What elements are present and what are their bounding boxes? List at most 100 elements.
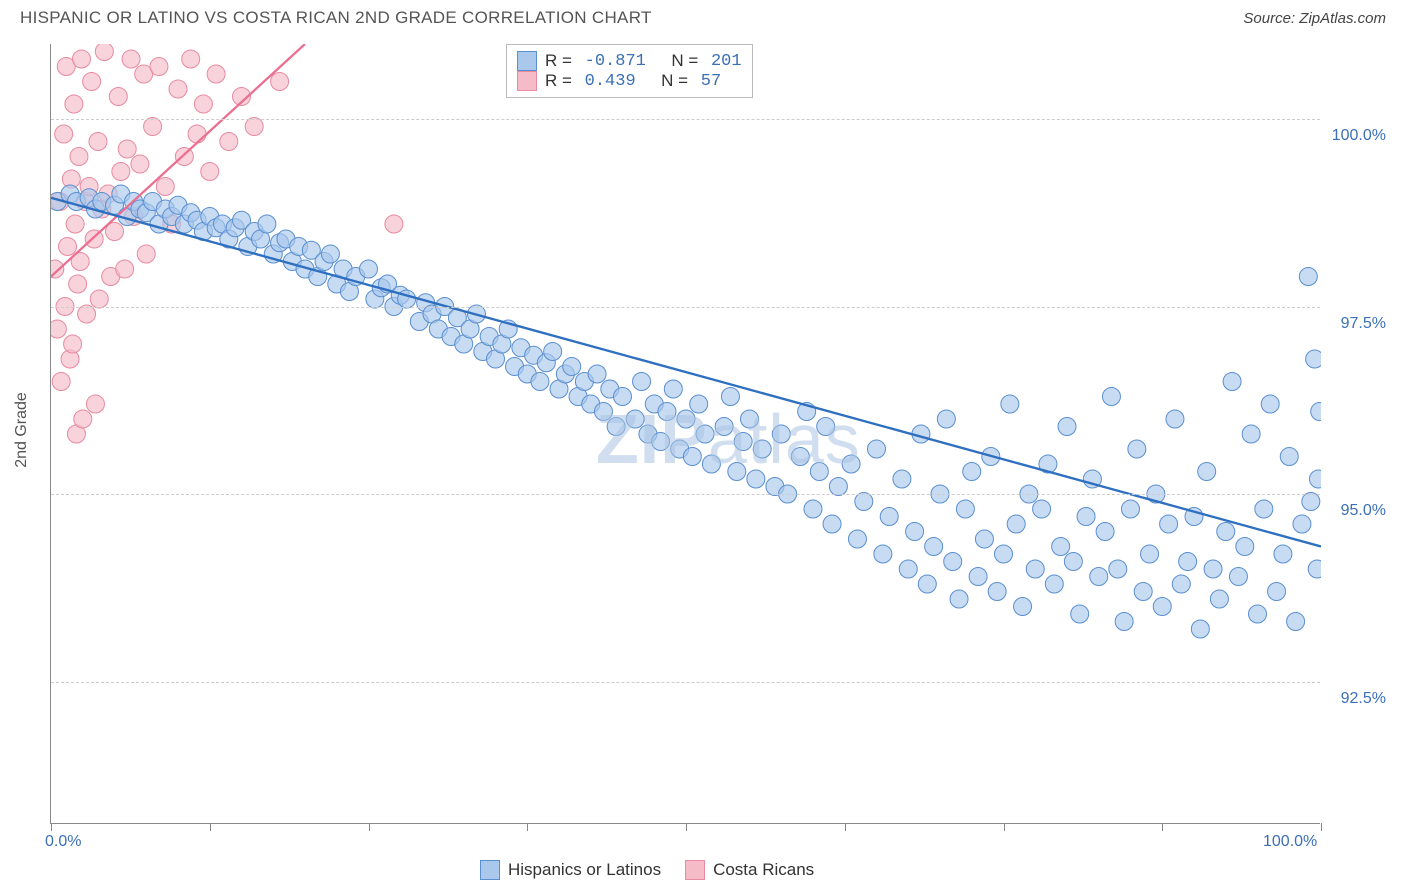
data-point [734, 433, 752, 451]
scatter-svg [51, 44, 1321, 824]
data-point [95, 44, 113, 61]
data-point [1109, 560, 1127, 578]
data-point [1274, 545, 1292, 563]
data-point [956, 500, 974, 518]
data-point [741, 410, 759, 428]
swatch-blue [517, 51, 537, 71]
data-point [1045, 575, 1063, 593]
data-point [1311, 403, 1321, 421]
data-point [131, 155, 149, 173]
gridline-h [51, 682, 1320, 683]
data-point [74, 410, 92, 428]
data-point [1308, 560, 1321, 578]
data-point [677, 410, 695, 428]
data-point [118, 140, 136, 158]
data-point [258, 215, 276, 233]
data-point [89, 133, 107, 151]
r-label-blue: R = [545, 51, 577, 71]
data-point [1255, 500, 1273, 518]
data-point [1210, 590, 1228, 608]
n-value-pink: 57 [701, 72, 721, 91]
legend-row-pink: R = 0.439 N = 57 [517, 71, 742, 91]
data-point [804, 500, 822, 518]
data-point [385, 215, 403, 233]
x-tick [1004, 823, 1005, 831]
data-point [64, 335, 82, 353]
series-name-pink: Costa Ricans [713, 860, 814, 880]
data-point [1198, 463, 1216, 481]
data-point [65, 95, 83, 113]
data-point [1096, 523, 1114, 541]
swatch-pink [517, 71, 537, 91]
data-point [899, 560, 917, 578]
data-point [906, 523, 924, 541]
data-point [1166, 410, 1184, 428]
data-point [1242, 425, 1260, 443]
data-point [1306, 350, 1321, 368]
data-point [614, 388, 632, 406]
data-point [1287, 613, 1305, 631]
y-tick-label: 100.0% [1332, 127, 1386, 145]
y-tick-label: 92.5% [1341, 690, 1386, 708]
data-point [702, 455, 720, 473]
data-point [658, 403, 676, 421]
data-point [925, 538, 943, 556]
data-point [690, 395, 708, 413]
data-point [810, 463, 828, 481]
data-point [72, 50, 90, 68]
data-point [848, 530, 866, 548]
data-point [137, 245, 155, 263]
data-point [1128, 440, 1146, 458]
x-tick [1321, 823, 1322, 831]
data-point [1077, 508, 1095, 526]
y-tick-label: 95.0% [1341, 502, 1386, 520]
x-tick [369, 823, 370, 831]
data-point [842, 455, 860, 473]
data-point [1026, 560, 1044, 578]
x-tick-label: 0.0% [45, 833, 81, 851]
data-point [1058, 418, 1076, 436]
gridline-h [51, 119, 1320, 120]
data-point [201, 163, 219, 181]
data-point [116, 260, 134, 278]
data-point [1191, 620, 1209, 638]
r-value-blue: -0.871 [585, 52, 646, 71]
data-point [1309, 470, 1321, 488]
data-point [1179, 553, 1197, 571]
data-point [607, 418, 625, 436]
gridline-h [51, 307, 1320, 308]
data-point [855, 493, 873, 511]
swatch-pink-bottom [685, 860, 705, 880]
data-point [544, 343, 562, 361]
data-point [55, 125, 73, 143]
data-point [1001, 395, 1019, 413]
x-tick [51, 823, 52, 831]
data-point [633, 373, 651, 391]
data-point [747, 470, 765, 488]
data-point [1064, 553, 1082, 571]
data-point [1172, 575, 1190, 593]
data-point [1134, 583, 1152, 601]
y-tick-label: 97.5% [1341, 315, 1386, 333]
n-label-pink: N = [661, 71, 693, 91]
data-point [1293, 515, 1311, 533]
data-point [950, 590, 968, 608]
data-point [109, 88, 127, 106]
data-point [1052, 538, 1070, 556]
data-point [937, 410, 955, 428]
data-point [360, 260, 378, 278]
x-tick [1162, 823, 1163, 831]
data-point [696, 425, 714, 443]
n-label-blue: N = [671, 51, 703, 71]
data-point [90, 290, 108, 308]
data-point [1268, 583, 1286, 601]
data-point [150, 58, 168, 76]
data-point [156, 178, 174, 196]
legend-item-pink: Costa Ricans [685, 860, 814, 880]
data-point [86, 395, 104, 413]
data-point [1299, 268, 1317, 286]
y-axis-label: 2nd Grade [13, 392, 31, 468]
data-point [1141, 545, 1159, 563]
data-point [626, 410, 644, 428]
data-point [66, 215, 84, 233]
